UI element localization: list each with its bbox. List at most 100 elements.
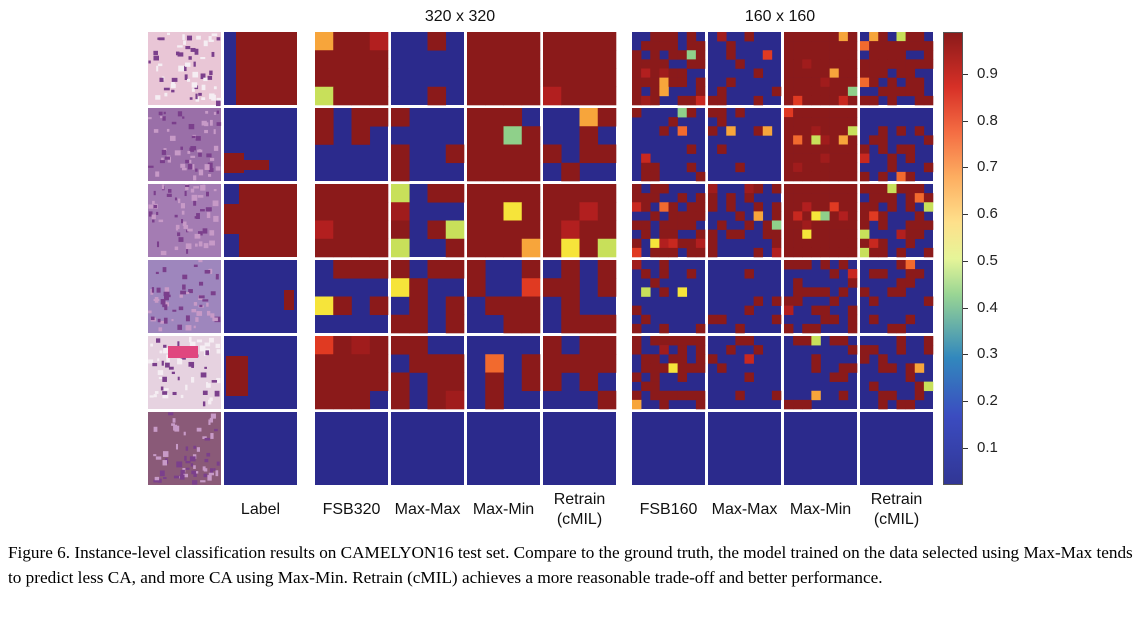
thumbnail-texture: [215, 470, 219, 477]
prediction-patch: [811, 41, 821, 51]
prediction-patch: [333, 68, 352, 88]
prediction-patch: [726, 77, 736, 88]
prediction-patch: [802, 41, 812, 51]
column-label: FSB320: [302, 500, 402, 520]
prediction-patch: [668, 211, 678, 221]
prediction-patch: [878, 220, 888, 230]
prediction-patch: [793, 162, 803, 173]
prediction-patch: [708, 126, 718, 136]
prediction-patch: [391, 278, 410, 297]
prediction-patch: [914, 59, 925, 69]
prediction-patch: [838, 68, 849, 78]
prediction-patch: [351, 184, 371, 203]
colorbar-tick-label: 0.5: [977, 251, 998, 269]
colorbar-tick-mark: [963, 167, 968, 169]
prediction-patch: [579, 372, 599, 392]
prediction-patch: [695, 336, 706, 346]
prediction-patch: [923, 336, 934, 346]
prediction-patch: [632, 399, 642, 410]
prediction-patch: [860, 144, 870, 154]
prediction-patch: [811, 153, 821, 164]
thumbnail-texture: [212, 200, 219, 207]
prediction-patch: [369, 220, 389, 240]
thumbnail-texture: [148, 117, 152, 120]
thumbnail-texture: [152, 219, 155, 223]
prediction-patch: [784, 77, 794, 88]
prediction-patch: [829, 336, 840, 346]
prediction-patch: [315, 390, 334, 410]
prediction-patch: [811, 144, 821, 154]
prediction-patch: [561, 260, 580, 279]
prediction-patch: [896, 184, 906, 194]
label-mask: [224, 412, 297, 485]
thumbnail-texture: [183, 473, 189, 478]
thumbnail-texture: [209, 157, 215, 161]
column-label-line1: Label: [240, 501, 281, 518]
thumbnail-texture: [208, 168, 214, 173]
prediction-patch: [753, 95, 764, 106]
prediction-patch: [811, 323, 821, 334]
thumbnail-texture: [200, 209, 205, 212]
prediction-patch: [914, 229, 925, 240]
prediction-patch: [632, 193, 642, 203]
prediction-patch: [561, 202, 580, 221]
prediction-patch: [914, 77, 925, 88]
prediction-patch: [878, 135, 888, 145]
prediction-patch: [811, 193, 821, 203]
prediction-patch: [315, 238, 334, 258]
thumbnail-texture: [179, 294, 183, 298]
thumbnail-texture: [171, 82, 175, 85]
prediction-patch: [860, 354, 870, 364]
prediction-patch: [597, 336, 617, 355]
prediction-patch: [784, 50, 794, 60]
colorbar-tick-label: 0.4: [977, 298, 998, 316]
prediction-patch: [793, 247, 803, 258]
prediction-patch: [695, 229, 706, 240]
prediction-patch: [905, 41, 916, 51]
prediction-patch: [869, 193, 879, 203]
thumbnail-texture: [195, 317, 199, 322]
prediction-patch: [811, 117, 821, 127]
prediction-patch: [905, 202, 916, 212]
thumbnail-texture: [160, 116, 165, 119]
prediction-patch: [905, 153, 916, 164]
prediction-patch: [521, 220, 541, 240]
thumbnail-texture: [187, 150, 191, 154]
prediction-patch: [659, 32, 669, 42]
prediction-patch: [668, 41, 678, 51]
prediction-patch: [869, 238, 879, 249]
prediction-patch: [668, 238, 678, 249]
thumbnail-texture: [193, 200, 197, 206]
thumbnail-texture: [168, 366, 174, 370]
thumbnail-texture: [192, 71, 199, 78]
prediction-patch: [811, 126, 821, 136]
prediction-patch: [860, 41, 870, 51]
prediction-patch: [847, 86, 858, 97]
thumbnail-texture: [198, 281, 204, 286]
prediction-patch: [784, 193, 794, 203]
colorbar-tick-mark: [963, 307, 968, 309]
prediction-patch: [333, 202, 352, 221]
prediction-patch: [659, 399, 669, 410]
prediction-patch: [351, 238, 371, 258]
thumbnail-texture: [178, 306, 184, 311]
prediction-patch: [802, 117, 812, 127]
group-title-320: 320 x 320: [424, 8, 496, 25]
prediction-patch: [659, 390, 669, 401]
prediction-patch: [597, 68, 617, 88]
prediction-patch: [829, 68, 840, 78]
column-label-line1: Max-Max: [711, 501, 778, 518]
prediction-patch: [784, 86, 794, 97]
prediction-patch: [686, 363, 697, 373]
prediction-patch: [677, 126, 688, 136]
prediction-patch: [632, 86, 642, 97]
prediction-patch: [860, 345, 870, 355]
prediction-patch: [829, 171, 840, 182]
prediction-patch: [521, 162, 541, 182]
prediction-patch: [820, 260, 830, 270]
prediction-patch: [677, 220, 688, 230]
prediction-patch: [650, 193, 660, 203]
thumbnail-texture: [208, 36, 212, 41]
prediction-patch: [896, 336, 906, 346]
prediction-patch: [753, 126, 764, 136]
